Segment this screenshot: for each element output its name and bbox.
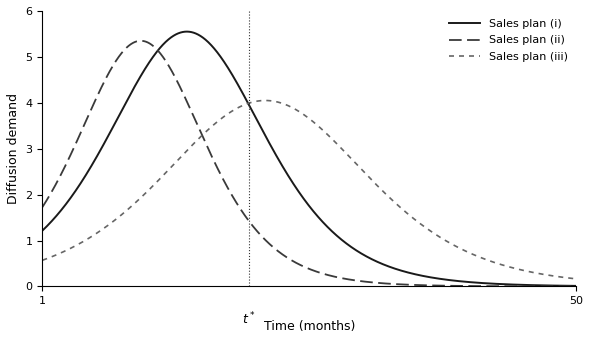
Line: Sales plan (i): Sales plan (i) — [42, 32, 576, 286]
Sales plan (ii) — [137, 39, 145, 43]
Sales plan (i) — [264, 137, 271, 141]
Sales plan (ii) — [570, 284, 577, 288]
Sales plan (ii) — [572, 284, 579, 288]
Sales plan (iii) — [537, 272, 545, 276]
Sales plan (i) — [572, 284, 579, 288]
Sales plan (iii) — [336, 144, 343, 149]
Sales plan (ii) — [537, 284, 545, 288]
Sales plan (iii) — [572, 277, 579, 281]
Sales plan (ii) — [336, 276, 343, 280]
Text: $t^*$: $t^*$ — [242, 310, 256, 327]
Sales plan (iii) — [570, 276, 577, 280]
Sales plan (iii) — [264, 99, 271, 103]
Sales plan (i) — [537, 283, 545, 287]
Sales plan (i) — [336, 236, 343, 240]
Sales plan (iii) — [39, 258, 46, 262]
Sales plan (ii) — [492, 284, 499, 288]
Legend: Sales plan (i), Sales plan (ii), Sales plan (iii): Sales plan (i), Sales plan (ii), Sales p… — [445, 14, 573, 67]
Sales plan (iii) — [262, 99, 269, 103]
Sales plan (iii) — [492, 261, 499, 265]
Sales plan (ii) — [381, 281, 388, 285]
X-axis label: Time (months): Time (months) — [264, 320, 355, 333]
Sales plan (i) — [570, 284, 577, 288]
Sales plan (ii) — [39, 205, 46, 209]
Sales plan (ii) — [264, 240, 271, 244]
Sales plan (iii) — [381, 190, 388, 194]
Y-axis label: Diffusion demand: Diffusion demand — [7, 93, 20, 204]
Sales plan (i) — [492, 282, 499, 286]
Sales plan (i) — [183, 30, 191, 34]
Line: Sales plan (ii): Sales plan (ii) — [42, 41, 576, 286]
Line: Sales plan (iii): Sales plan (iii) — [42, 101, 576, 279]
Sales plan (i) — [381, 262, 388, 267]
Sales plan (i) — [39, 228, 46, 233]
